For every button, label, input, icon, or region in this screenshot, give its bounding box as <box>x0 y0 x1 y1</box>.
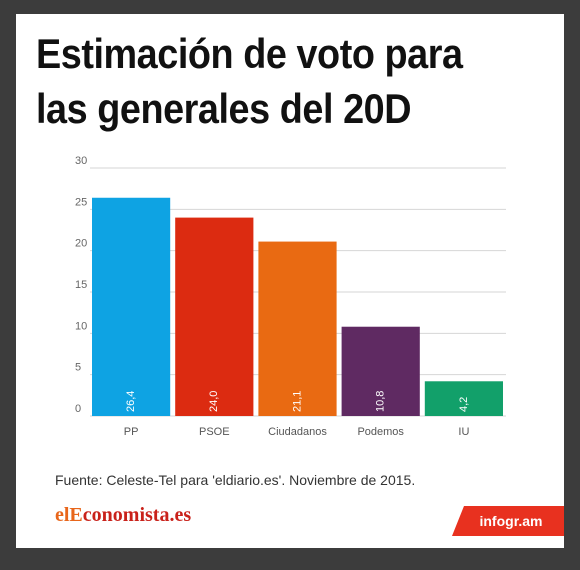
y-tick-label: 0 <box>75 403 81 415</box>
chart-title: Estimación de voto para las generales de… <box>36 26 504 136</box>
infogram-badge[interactable]: infogr.am <box>452 506 564 536</box>
y-tick-label: 5 <box>75 362 81 374</box>
bar-iu[interactable] <box>424 381 503 416</box>
eleconomista-logo[interactable]: elEconomista.es <box>55 504 191 527</box>
title-line-1: Estimación de voto para <box>36 30 463 77</box>
bar-podemos[interactable] <box>341 326 420 416</box>
x-tick-label: PSOE <box>199 426 230 438</box>
x-tick-label: Podemos <box>357 426 404 438</box>
bar-ciudadanos[interactable] <box>258 241 337 416</box>
bar-psoe[interactable] <box>175 217 254 416</box>
infogram-badge-label: infogr.am <box>479 513 543 529</box>
data-label: 24,0 <box>208 391 220 412</box>
y-tick-label: 10 <box>75 320 87 332</box>
data-label: 26,4 <box>125 391 137 412</box>
x-tick-label: IU <box>458 426 469 438</box>
infographic-card: Estimación de voto para las generales de… <box>16 14 564 548</box>
y-tick-label: 30 <box>75 155 87 167</box>
data-label: 21,1 <box>291 391 303 412</box>
data-label: 4,2 <box>458 397 470 412</box>
logo-text-part2: conomista.es <box>82 504 192 526</box>
data-label: 10,8 <box>375 391 387 412</box>
bar-chart: 0 5 10 15 20 25 30 26,4 PP 24,0 PSOE 21,1 Ciudadanos… <box>75 155 506 438</box>
x-tick-label: PP <box>124 426 139 438</box>
y-tick-label: 20 <box>75 238 87 250</box>
source-note: Fuente: Celeste-Tel para 'eldiario.es'. … <box>55 472 416 488</box>
logo-text-part1: elE <box>55 504 83 526</box>
y-tick-label: 25 <box>75 196 87 208</box>
title-line-2: las generales del 20D <box>36 85 412 132</box>
y-tick-label: 15 <box>75 279 87 291</box>
x-tick-label: Ciudadanos <box>268 426 327 438</box>
bar-pp[interactable] <box>92 197 171 416</box>
